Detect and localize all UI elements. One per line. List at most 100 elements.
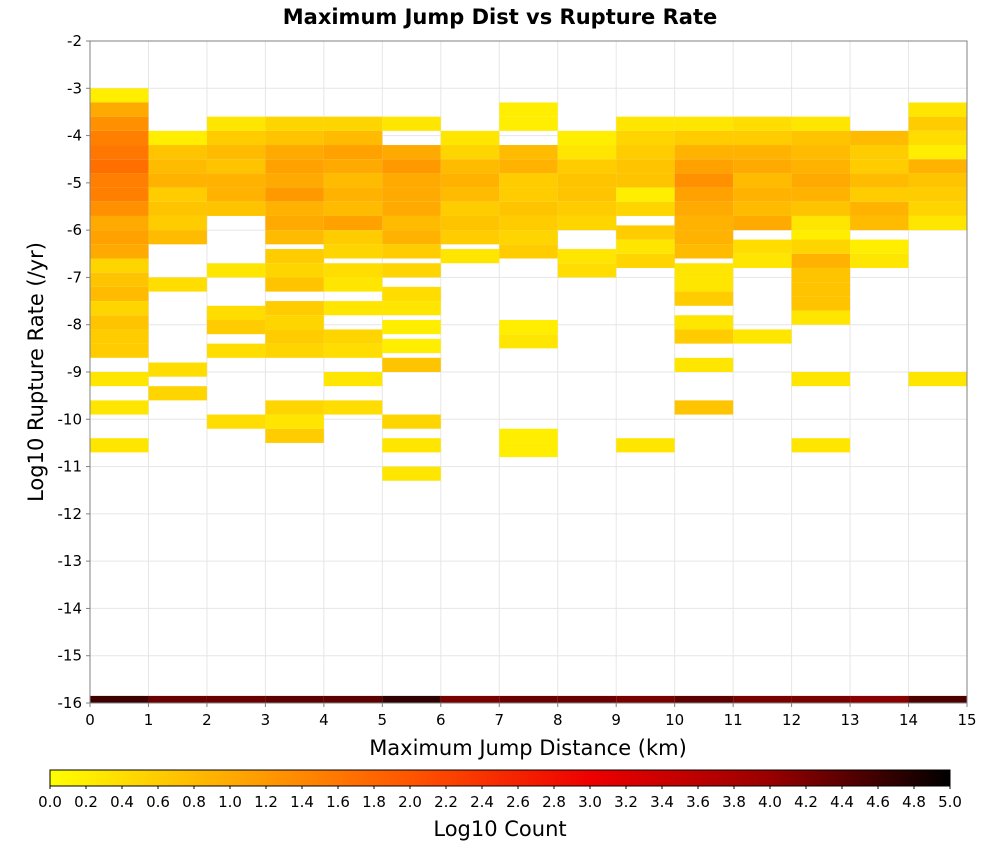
heatmap-cell — [674, 230, 734, 245]
heatmap-cell — [674, 695, 734, 703]
heatmap-cell — [791, 187, 851, 202]
heatmap-cell — [674, 357, 734, 372]
heatmap-cell — [850, 239, 909, 254]
heatmap-cell — [674, 244, 734, 259]
heatmap-cell — [265, 301, 324, 316]
heatmap-cell — [90, 130, 149, 146]
colorbar-tick-label: 1.4 — [290, 793, 314, 811]
heatmap-cell — [499, 173, 558, 188]
heatmap-cell — [265, 277, 324, 292]
heatmap-cell — [90, 438, 149, 453]
heatmap-cell — [733, 215, 792, 231]
heatmap-cell — [265, 116, 324, 131]
heatmap-cell — [616, 201, 675, 216]
x-tick-label: 14 — [899, 711, 918, 729]
heatmap-cell — [323, 215, 383, 231]
heatmap-cell — [557, 201, 617, 216]
heatmap-cell — [674, 329, 734, 344]
heatmap-cell — [733, 173, 792, 188]
heatmap-cell — [499, 145, 558, 160]
heatmap-cell — [616, 253, 675, 268]
heatmap-cell — [382, 301, 441, 316]
heatmap-cell — [206, 305, 266, 320]
heatmap-cell — [440, 145, 500, 160]
heatmap-cell — [499, 428, 558, 443]
heatmap-cell — [265, 695, 324, 703]
colorbar-tick-label: 1.2 — [254, 793, 278, 811]
heatmap-cell — [323, 277, 383, 292]
heatmap-cell — [265, 263, 324, 278]
heatmap-cell — [90, 400, 149, 415]
heatmap-cell — [265, 187, 324, 202]
heatmap-cell — [791, 173, 851, 188]
heatmap-cell — [674, 291, 734, 306]
heatmap-cell — [850, 215, 909, 231]
heatmap-cell — [733, 130, 792, 146]
colorbar-tick-label: 0.2 — [74, 793, 98, 811]
x-tick-label: 1 — [144, 711, 154, 729]
heatmap-cell — [382, 159, 441, 174]
heatmap-cell — [90, 695, 149, 703]
heatmap-cell — [90, 116, 149, 131]
heatmap-cell — [323, 695, 383, 703]
colorbar-tick-label: 4.4 — [830, 793, 854, 811]
heatmap-cell — [382, 319, 441, 335]
heatmap-cell — [674, 201, 734, 216]
x-tick-label: 13 — [841, 711, 860, 729]
heatmap-cell — [90, 145, 149, 160]
heatmap-cell — [850, 130, 909, 146]
heatmap-cell — [265, 343, 324, 358]
x-tick-label: 11 — [724, 711, 743, 729]
x-tick-label: 6 — [436, 711, 446, 729]
heatmap-cell — [148, 173, 207, 188]
heatmap-cell — [440, 187, 500, 202]
heatmap-cell — [440, 695, 500, 703]
heatmap-cell — [557, 159, 617, 174]
heatmap-cell — [206, 343, 266, 358]
colorbar-label: Log10 Count — [433, 817, 566, 841]
heatmap-cell — [90, 329, 149, 344]
colorbar-tick-label: 2.8 — [542, 793, 566, 811]
heatmap-cell — [382, 695, 441, 703]
heatmap-cell — [616, 130, 675, 146]
heatmap-cell — [382, 263, 441, 278]
heatmap-cell — [557, 263, 617, 278]
y-tick-label: -7 — [67, 268, 82, 286]
heatmap-cell — [90, 102, 149, 117]
heatmap-cell — [674, 315, 734, 330]
heatmap-cell — [499, 230, 558, 245]
heatmap-cell — [323, 187, 383, 202]
heatmap-cell — [791, 372, 851, 387]
colorbar-tick-label: 1.0 — [218, 793, 242, 811]
heatmap-cell — [323, 372, 383, 387]
heatmap-cell — [791, 215, 851, 231]
heatmap-cell — [90, 187, 149, 202]
y-tick-label: -9 — [67, 363, 82, 381]
y-tick-label: -15 — [58, 647, 83, 665]
y-tick-label: -12 — [58, 505, 83, 523]
heatmap-cell — [791, 267, 851, 283]
heatmap-cell — [206, 414, 266, 429]
x-tick-label: 7 — [494, 711, 504, 729]
heatmap-cell — [499, 159, 558, 174]
heatmap-cell — [382, 286, 441, 302]
heatmap-cell — [206, 145, 266, 160]
heatmap-cell — [908, 102, 967, 117]
heatmap-cell — [148, 230, 207, 245]
colorbar-tick-label: 3.6 — [686, 793, 710, 811]
y-tick-label: -3 — [67, 79, 82, 97]
heatmap-cell — [557, 145, 617, 160]
heatmap-cell — [382, 438, 441, 453]
heatmap-cell — [382, 230, 441, 245]
y-tick-label: -5 — [67, 174, 82, 192]
colorbar-tick-label: 4.8 — [902, 793, 926, 811]
heatmap-cell — [850, 253, 909, 268]
y-tick-label: -2 — [67, 32, 82, 50]
heatmap-cell — [791, 159, 851, 174]
heatmap-cell — [733, 329, 792, 344]
heatmap-cell — [499, 102, 558, 117]
x-tick-label: 4 — [319, 711, 329, 729]
y-tick-label: -4 — [67, 127, 82, 145]
heatmap-cell — [616, 438, 675, 453]
colorbar — [49, 769, 951, 787]
